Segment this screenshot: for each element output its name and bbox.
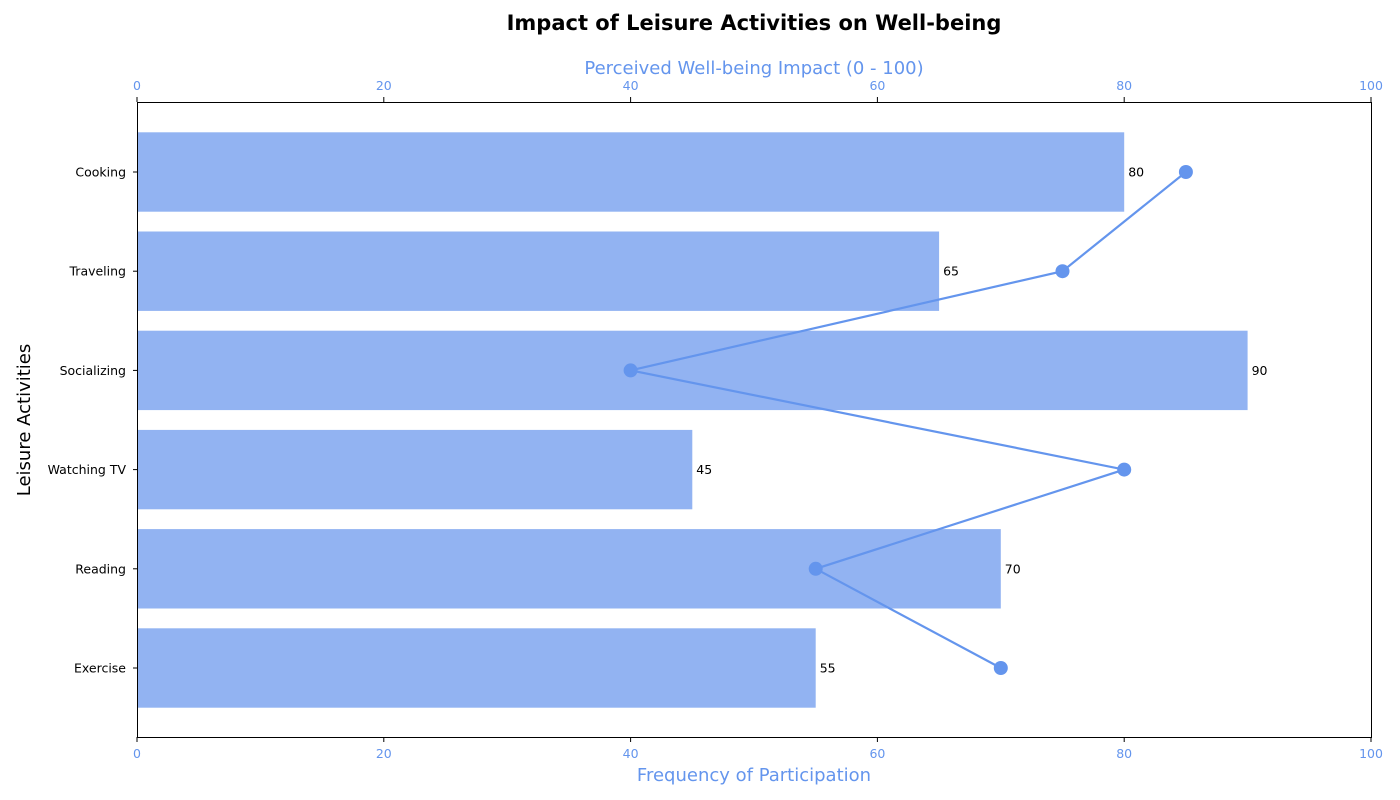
bar-value-label: 80 <box>1128 165 1144 180</box>
impact-point <box>808 561 823 576</box>
plot-area: 55 70 45 90 65 80 <box>137 132 1268 708</box>
x-tick-label: 40 <box>623 746 639 761</box>
y-tick-label: Socializing <box>60 363 126 378</box>
top-tick-label: 40 <box>623 78 639 93</box>
x-tick-label: 60 <box>869 746 885 761</box>
bar <box>137 628 816 708</box>
impact-line <box>630 171 1187 669</box>
y-tick-label: Exercise <box>74 661 126 676</box>
bar-value-label: 90 <box>1252 363 1268 378</box>
y-tick-label: Cooking <box>75 165 126 180</box>
top-tick-label: 0 <box>133 78 141 93</box>
y-tick-label: Traveling <box>69 264 127 279</box>
y-tick-label: Reading <box>75 561 126 576</box>
bar <box>137 330 1248 411</box>
plot-frame <box>137 102 1372 738</box>
top-axis-label: Perceived Well-being Impact (0 - 100) <box>584 58 923 79</box>
top-tick-label: 100 <box>1359 78 1383 93</box>
impact-point <box>1117 462 1132 477</box>
bar <box>137 231 940 311</box>
y-axis-label: Leisure Activities <box>14 344 35 497</box>
x-tick-label: 20 <box>376 746 392 761</box>
bar-value-label: 65 <box>943 264 959 279</box>
impact-point <box>623 363 638 378</box>
chart-title: Impact of Leisure Activities on Well-bei… <box>507 11 1002 35</box>
impact-point <box>993 661 1008 675</box>
impact-point <box>1178 165 1193 179</box>
impact-point <box>1055 264 1070 279</box>
bar-value-label: 55 <box>820 661 836 676</box>
bar <box>137 132 1125 212</box>
x-tick-label: 0 <box>133 746 141 761</box>
bar-value-label: 70 <box>1005 561 1021 576</box>
y-tick-label: Watching TV <box>48 462 127 477</box>
bottom-axis-label: Frequency of Participation <box>637 765 871 786</box>
x-tick-label: 80 <box>1116 746 1132 761</box>
x-tick-label: 100 <box>1359 746 1383 761</box>
top-tick-label: 60 <box>869 78 885 93</box>
bar <box>137 529 1001 609</box>
bar <box>137 429 693 510</box>
top-tick-label: 80 <box>1116 78 1132 93</box>
top-tick-label: 20 <box>376 78 392 93</box>
bar-value-label: 45 <box>696 462 712 477</box>
